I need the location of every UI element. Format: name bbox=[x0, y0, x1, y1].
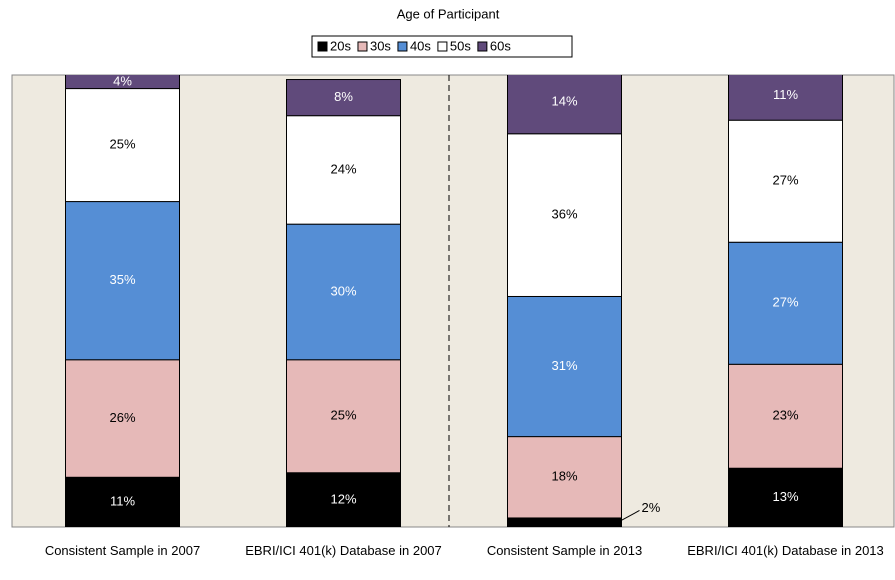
bar-segment bbox=[728, 75, 843, 121]
legend-swatch bbox=[477, 41, 488, 52]
data-label: 13% bbox=[772, 489, 798, 504]
bar-segment bbox=[286, 223, 401, 361]
bar-segment bbox=[65, 359, 180, 478]
x-tick-label: EBRI/ICI 401(k) Database in 2007 bbox=[245, 543, 442, 558]
bar-segment bbox=[286, 359, 401, 474]
data-label: 23% bbox=[772, 408, 798, 423]
data-label: 24% bbox=[330, 161, 356, 176]
legend-label: 60s bbox=[490, 38, 511, 53]
data-label: 31% bbox=[551, 358, 577, 373]
bar-segment bbox=[286, 115, 401, 225]
data-label: 27% bbox=[772, 295, 798, 310]
data-label: 12% bbox=[330, 491, 356, 506]
bar-segment bbox=[728, 241, 843, 365]
data-label: 30% bbox=[330, 283, 356, 298]
data-label: 4% bbox=[113, 73, 132, 88]
bar-segment bbox=[65, 476, 180, 527]
x-tick-label: Consistent Sample in 2013 bbox=[486, 543, 643, 558]
data-label: 36% bbox=[551, 207, 577, 222]
legend-label: 40s bbox=[410, 38, 431, 53]
data-label: 14% bbox=[551, 94, 577, 109]
bar-segment bbox=[507, 295, 622, 438]
data-label: 2% bbox=[642, 500, 661, 515]
data-label: 25% bbox=[109, 136, 135, 151]
bar-segment bbox=[286, 472, 401, 527]
bar-segment bbox=[728, 363, 843, 469]
bar-segment bbox=[728, 119, 843, 243]
bar-segment bbox=[507, 436, 622, 519]
x-tick-label: Consistent Sample in 2007 bbox=[44, 543, 201, 558]
data-label: 26% bbox=[109, 410, 135, 425]
data-label: 11% bbox=[110, 494, 135, 509]
data-label: 8% bbox=[334, 89, 353, 104]
legend-label: 50s bbox=[450, 38, 471, 53]
bar-segment bbox=[65, 75, 180, 90]
bar-segment bbox=[507, 75, 622, 135]
data-label: 18% bbox=[551, 469, 577, 484]
data-label: 11% bbox=[773, 87, 798, 102]
bar-segment bbox=[507, 517, 622, 527]
legend-swatch bbox=[357, 41, 368, 52]
leader-line bbox=[617, 510, 640, 523]
data-label: 35% bbox=[109, 272, 135, 287]
chart-title: Age of Participant bbox=[397, 6, 500, 21]
bar-segment bbox=[286, 79, 401, 117]
legend-label: 20s bbox=[330, 38, 351, 53]
data-label: 25% bbox=[330, 408, 356, 423]
legend-label: 30s bbox=[370, 38, 391, 53]
bar-segment bbox=[728, 467, 843, 527]
bar-segment bbox=[507, 133, 622, 297]
legend-swatch bbox=[317, 41, 328, 52]
data-label: 27% bbox=[772, 173, 798, 188]
x-tick-label: EBRI/ICI 401(k) Database in 2013 bbox=[687, 543, 884, 558]
bar-segment bbox=[65, 201, 180, 361]
legend-swatch bbox=[437, 41, 448, 52]
legend-swatch bbox=[397, 41, 408, 52]
